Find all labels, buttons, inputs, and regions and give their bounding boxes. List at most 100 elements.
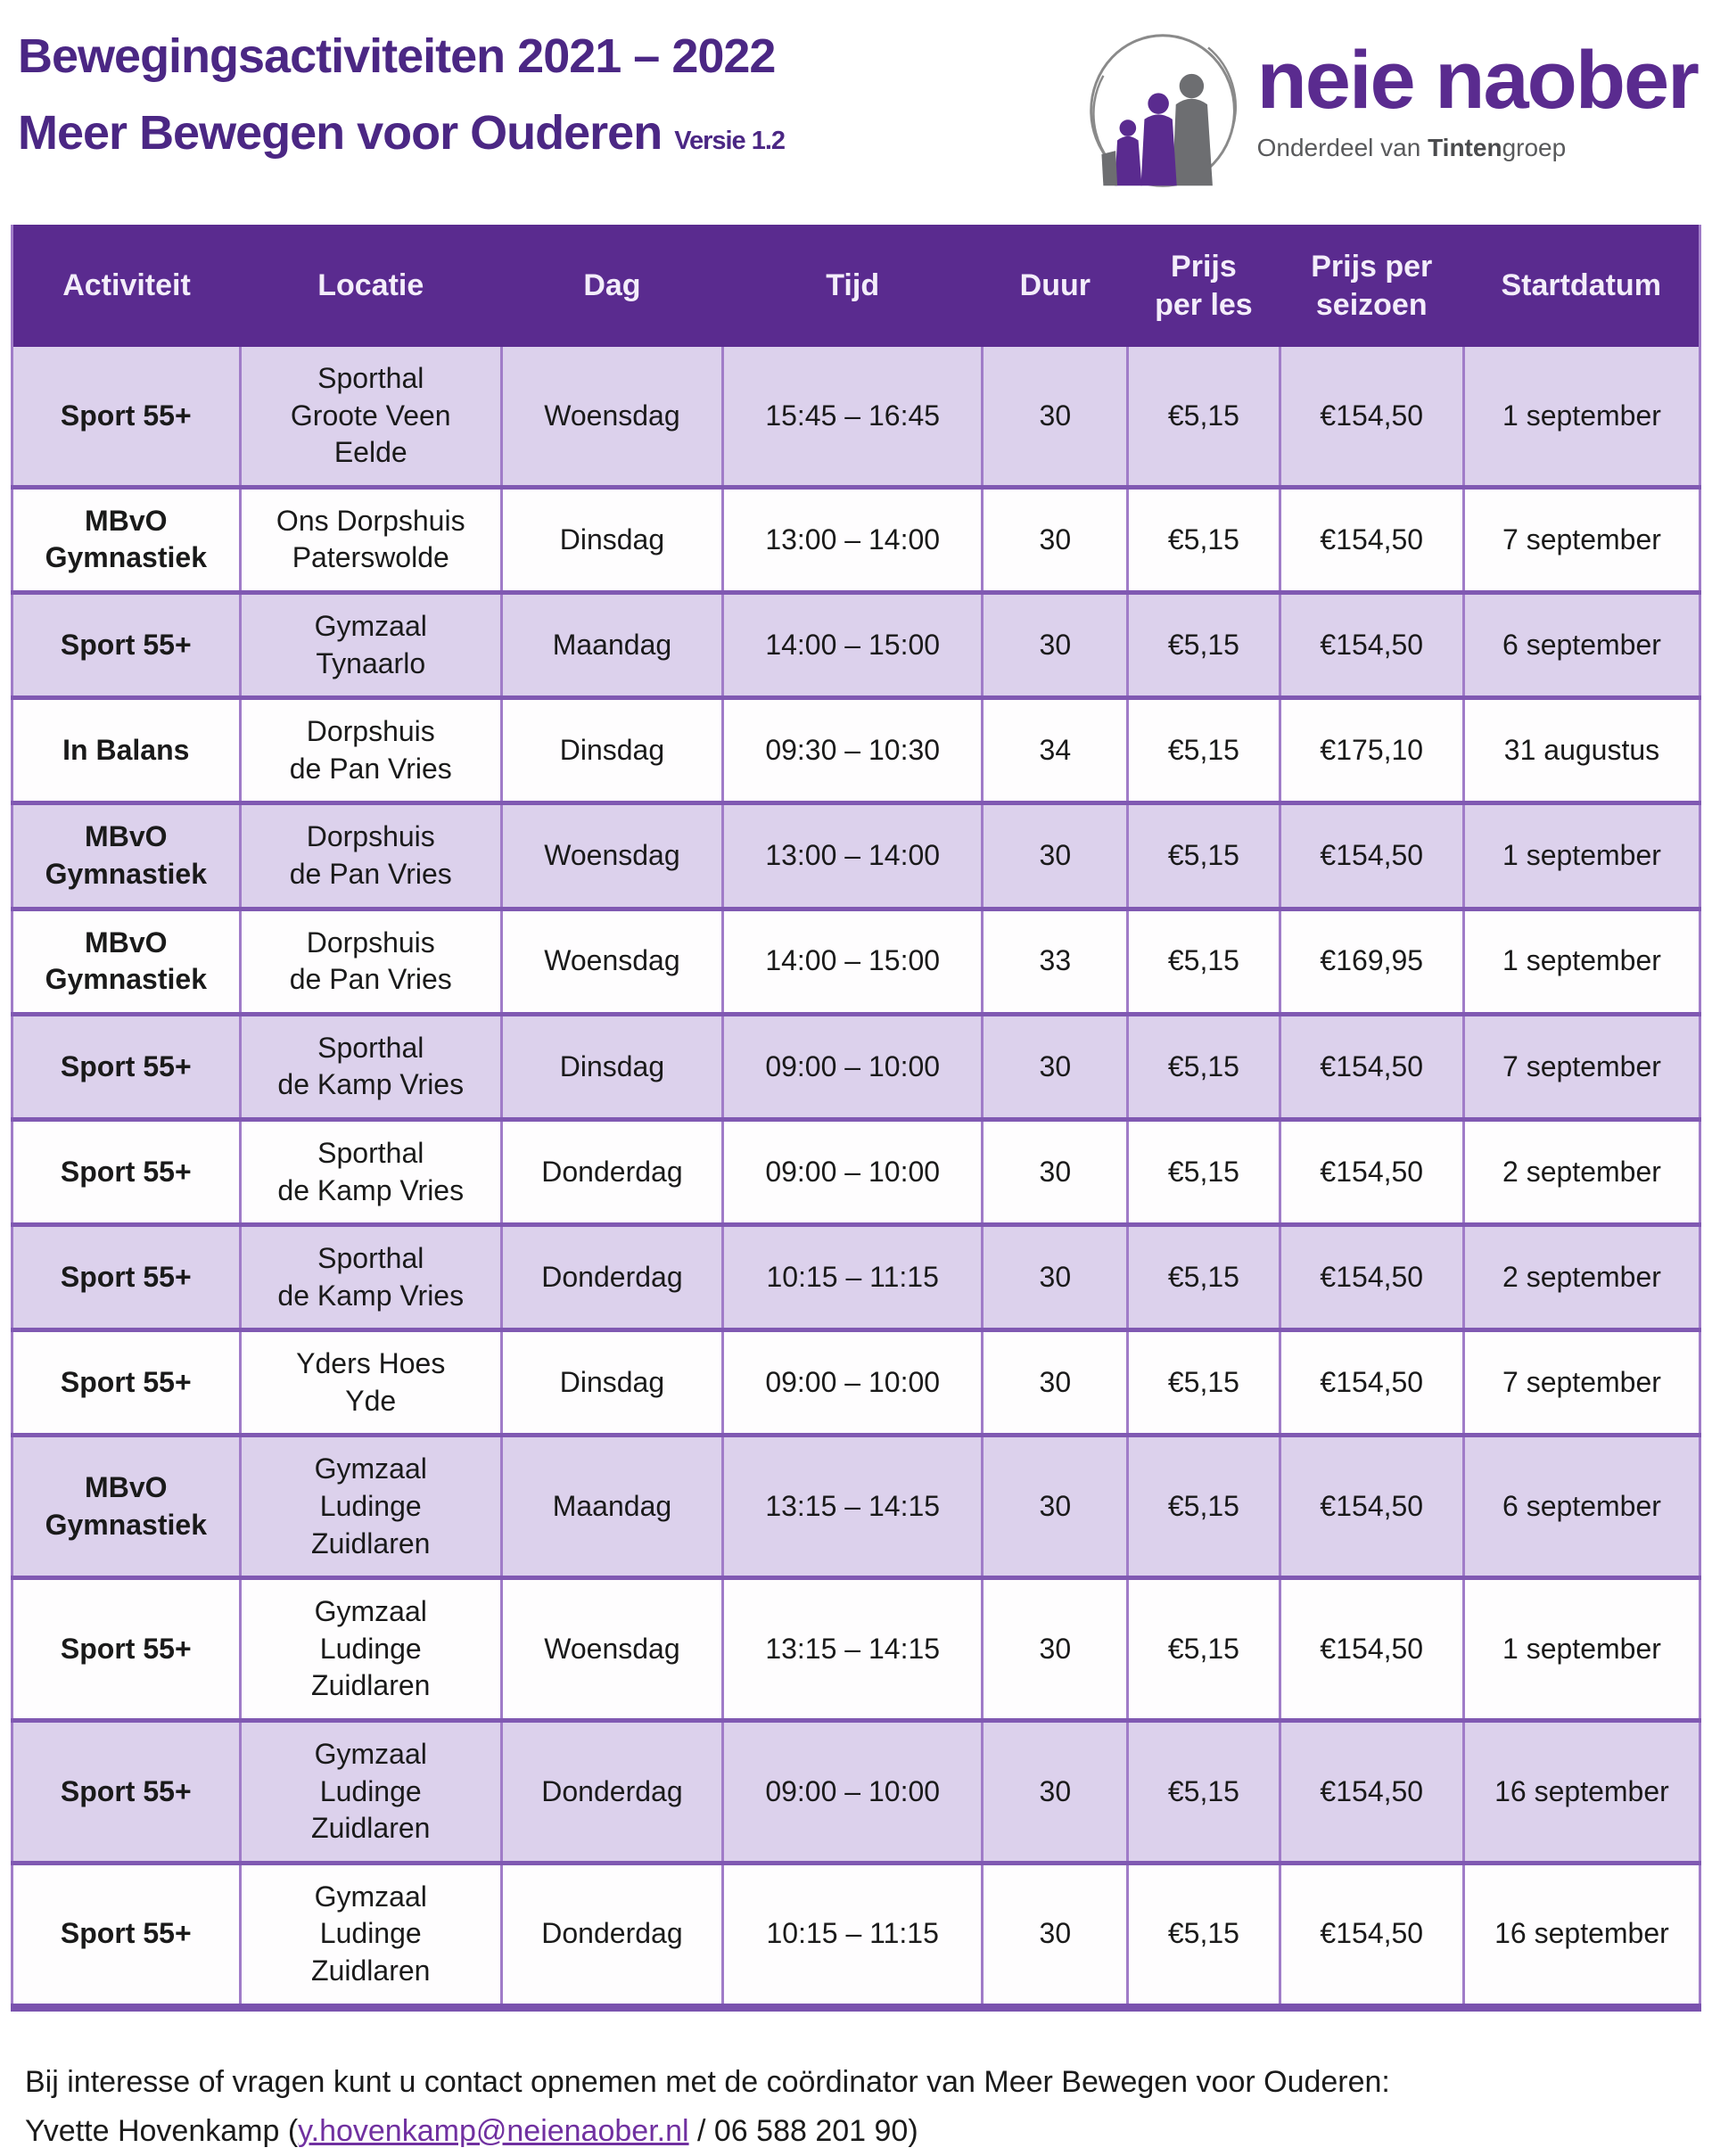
cell-time: 09:00 – 10:00	[722, 1119, 984, 1228]
col-header-prijs-per-les: Prijs per les	[1127, 225, 1280, 347]
cell-price-season: €154,50	[1280, 1863, 1465, 2012]
cell-start-date: 2 september	[1463, 1119, 1700, 1228]
cell-time: 09:00 – 10:00	[722, 1329, 984, 1438]
cell-time: 14:00 – 15:00	[722, 592, 984, 701]
cell-price-season: €154,50	[1280, 1329, 1465, 1438]
cell-day: Dinsdag	[501, 1329, 724, 1438]
col-header-duur: Duur	[982, 225, 1128, 347]
cell-duration: 30	[982, 1224, 1130, 1333]
cell-price-lesson: €5,15	[1127, 697, 1281, 806]
cell-duration: 30	[982, 802, 1130, 911]
table-row: Sport 55+ Gymzaal Tynaarlo Maandag 14:00…	[12, 592, 1700, 701]
cell-price-season: €154,50	[1280, 802, 1465, 911]
cell-price-lesson: €5,15	[1127, 1119, 1281, 1228]
logo-subtitle-prefix: Onderdeel van	[1256, 134, 1428, 161]
cell-time: 13:00 – 14:00	[722, 487, 984, 595]
email-link[interactable]: y.hovenkamp@neienaober.nl	[298, 2113, 689, 2148]
cell-activity: Sport 55+	[12, 1720, 242, 1865]
cell-duration: 34	[982, 697, 1130, 806]
cell-time: 13:15 – 14:15	[722, 1435, 984, 1581]
table-row: Sport 55+ Sporthal Groote Veen Eelde Woe…	[12, 347, 1700, 490]
cell-price-lesson: €5,15	[1127, 1329, 1281, 1438]
col-header-startdatum: Startdatum	[1463, 225, 1700, 347]
document-header: Bewegingsactiviteiten 2021 – 2022 Meer B…	[0, 0, 1712, 198]
cell-location: Sporthal de Kamp Vries	[240, 1119, 503, 1228]
cell-time: 09:00 – 10:00	[722, 1014, 984, 1122]
cell-start-date: 31 augustus	[1463, 697, 1700, 806]
cell-start-date: 1 september	[1463, 347, 1700, 490]
cell-duration: 30	[982, 1435, 1130, 1581]
cell-day: Dinsdag	[501, 1014, 724, 1122]
cell-price-lesson: €5,15	[1127, 802, 1281, 911]
contact-footer: Bij interesse of vragen kunt u contact o…	[25, 2058, 1694, 2156]
cell-location: Yders Hoes Yde	[240, 1329, 503, 1438]
cell-location: Gymzaal Ludinge Zuidlaren	[240, 1577, 503, 1724]
cell-duration: 33	[982, 909, 1130, 1016]
table-row: Sport 55+ Yders Hoes Yde Dinsdag 09:00 –…	[12, 1329, 1700, 1438]
cell-activity: Sport 55+	[12, 1119, 242, 1228]
table-row: Sport 55+ Gymzaal Ludinge Zuidlaren Woen…	[12, 1577, 1700, 1724]
contact-line2: Yvette Hovenkamp (y.hovenkamp@neienaober…	[25, 2107, 1694, 2156]
table-row: MBvO Gymnastiek Ons Dorpshuis Paterswold…	[12, 487, 1700, 595]
cell-location: Dorpshuis de Pan Vries	[240, 802, 503, 911]
cell-price-lesson: €5,15	[1127, 1224, 1281, 1333]
logo-gray-shape	[1101, 151, 1117, 186]
cell-price-lesson: €5,15	[1127, 1014, 1281, 1122]
table-row: MBvO Gymnastiek Gymzaal Ludinge Zuidlare…	[12, 1435, 1700, 1581]
table-row: In Balans Dorpshuis de Pan Vries Dinsdag…	[12, 697, 1700, 806]
table-header: Activiteit Locatie Dag Tijd Duur Prijs p…	[12, 225, 1700, 347]
cell-day: Maandag	[501, 592, 724, 701]
cell-duration: 30	[982, 1329, 1130, 1438]
cell-location: Gymzaal Tynaarlo	[240, 592, 503, 701]
cell-day: Donderdag	[501, 1720, 724, 1865]
version-label: Versie 1.2	[674, 127, 786, 155]
cell-location: Gymzaal Ludinge Zuidlaren	[240, 1435, 503, 1581]
col-header-tijd: Tijd	[722, 225, 983, 347]
table-row: MBvO Gymnastiek Dorpshuis de Pan Vries W…	[12, 802, 1700, 911]
cell-activity: Sport 55+	[12, 1014, 242, 1122]
cell-activity: MBvO Gymnastiek	[12, 1435, 242, 1581]
cell-duration: 30	[982, 347, 1130, 490]
neie-naober-logo: neie naober Onderdeel van Tintengroep	[1077, 23, 1700, 198]
cell-time: 10:15 – 11:15	[722, 1863, 984, 2012]
cell-duration: 30	[982, 487, 1130, 595]
cell-start-date: 6 september	[1463, 592, 1700, 701]
contact-line1: Bij interesse of vragen kunt u contact o…	[25, 2064, 1390, 2099]
cell-activity: Sport 55+	[12, 1577, 242, 1724]
cell-location: Sporthal de Kamp Vries	[240, 1014, 503, 1122]
cell-activity: MBvO Gymnastiek	[12, 802, 242, 911]
cell-price-season: €154,50	[1280, 592, 1465, 701]
cell-activity: Sport 55+	[12, 1329, 242, 1438]
logo-subtitle: Onderdeel van Tintengroep	[1257, 134, 1698, 162]
cell-price-season: €175,10	[1280, 697, 1465, 806]
cell-location: Gymzaal Ludinge Zuidlaren	[240, 1863, 503, 2012]
cell-time: 09:00 – 10:00	[722, 1720, 984, 1865]
cell-day: Maandag	[501, 1435, 724, 1581]
logo-subtitle-bold: Tinten	[1428, 134, 1502, 161]
cell-start-date: 1 september	[1463, 1577, 1700, 1724]
cell-price-lesson: €5,15	[1127, 1577, 1281, 1724]
logo-gray-figure	[1172, 73, 1213, 186]
title-block: Bewegingsactiviteiten 2021 – 2022 Meer B…	[18, 23, 786, 160]
cell-day: Donderdag	[501, 1224, 724, 1333]
cell-price-season: €154,50	[1280, 1435, 1465, 1581]
cell-duration: 30	[982, 1720, 1130, 1865]
cell-price-season: €154,50	[1280, 1720, 1465, 1865]
col-header-prijs-per-seizoen: Prijs per seizoen	[1280, 225, 1464, 347]
cell-duration: 30	[982, 1119, 1130, 1228]
cell-activity: Sport 55+	[12, 592, 242, 701]
table-row: Sport 55+ Gymzaal Ludinge Zuidlaren Dond…	[12, 1863, 1700, 2012]
activities-table: Activiteit Locatie Dag Tijd Duur Prijs p…	[11, 225, 1701, 2012]
cell-price-season: €154,50	[1280, 1119, 1465, 1228]
logo-subtitle-rest: groep	[1502, 134, 1567, 161]
cell-day: Dinsdag	[501, 697, 724, 806]
logo-text-block: neie naober Onderdeel van Tintengroep	[1257, 23, 1700, 162]
cell-day: Donderdag	[501, 1119, 724, 1228]
cell-activity: Sport 55+	[12, 1863, 242, 2012]
contact-phone: / 06 588 201 90)	[688, 2113, 918, 2148]
cell-price-lesson: €5,15	[1127, 487, 1281, 595]
cell-day: Woensdag	[501, 909, 724, 1016]
cell-start-date: 7 september	[1463, 1329, 1700, 1438]
cell-location: Dorpshuis de Pan Vries	[240, 909, 503, 1016]
table-row: Sport 55+ Sporthal de Kamp Vries Dinsdag…	[12, 1014, 1700, 1122]
